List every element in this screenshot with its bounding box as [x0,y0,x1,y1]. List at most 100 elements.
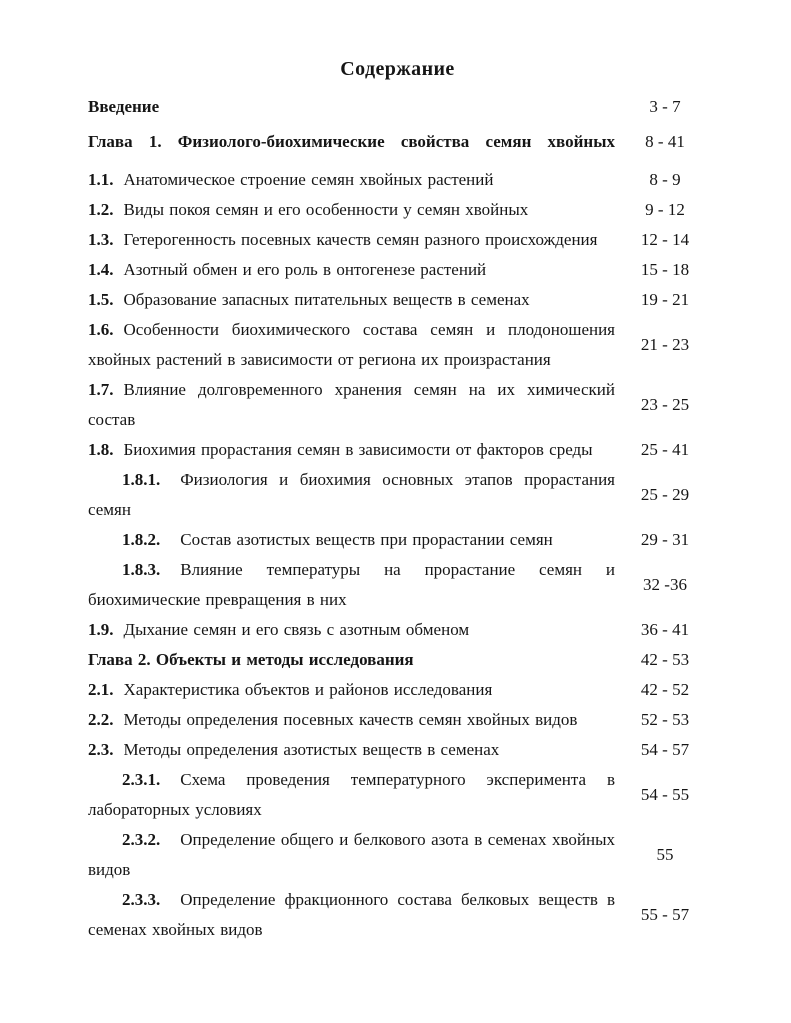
toc-entry-title: Введение [88,97,160,116]
toc-entry: 1.3. Гетерогенность посевных качеств семя… [88,225,707,255]
toc-entry-title: Характеристика объектов и районов исслед… [123,680,493,699]
toc-entry-number: 1.7. [88,380,114,399]
toc-entry: 2.3.3. Определение фракционного состава б… [88,885,707,945]
toc-entry-text: 1.2. Виды покоя семян и его особенности у… [88,195,623,225]
toc-entry-pages: 32 -36 [643,575,687,594]
toc-entry-text: 1.8.2. Состав азотистых веществ при прора… [88,525,623,555]
toc-entry-number: 1.9. [88,620,114,639]
toc-entry-number: 2.2. [88,710,114,729]
toc-entry-text: Введение [88,92,623,122]
toc-entry-text: 1.4. Азотный обмен и его роль в онтогенез… [88,255,623,285]
page-title: Содержание [340,58,455,80]
toc-entry-text: 1.8. Биохимия прорастания семян в зависим… [88,435,623,465]
toc-entry-pages: 55 - 57 [640,905,690,924]
toc-entry-text: 1.3. Гетерогенность посевных качеств семя… [88,225,623,255]
toc-entry-title: Методы определения азотистых веществ в с… [123,740,500,759]
toc-entry: 2.3. Методы определения азотистых веществ… [88,735,707,765]
toc-entry-text: 1.5. Образование запасных питательных вещ… [88,285,623,315]
toc-entry-title: Анатомическое строение семян хвойных рас… [123,170,494,189]
toc-entry-text: 1.8.1. Физиология и биохимия основных эта… [88,465,623,525]
toc-entry-title: Биохимия прорастания семян в зависимости… [123,440,593,459]
toc-entry-number: 1.8. [88,440,114,459]
toc-entry-title: Глава 2. Объекты и методы исследования [88,650,414,669]
toc-entry-text: 2.3.2. Определение общего и белкового азо… [88,825,623,885]
toc-entry-number: 2.3. [88,740,114,759]
toc-entry-pages: 9 - 12 [645,200,685,219]
toc-entry-text: 1.7. Влияние долговременного хранения сем… [88,375,623,435]
toc-entry-number: 2.3.2. [122,830,161,849]
toc-entry-text: 2.3.1. Схема проведения температурного эк… [88,765,623,825]
toc-entry-title: Азотный обмен и его роль в онтогенезе ра… [123,260,487,279]
toc-entry-number: 1.8.3. [122,560,161,579]
toc-entry: 1.8.1. Физиология и биохимия основных эта… [88,465,707,525]
toc-entry: 1.9. Дыхание семян и его связь с азотным … [88,615,707,645]
toc-entries: Введение 3 - 7 Глава 1. Физиолого-биохим… [88,92,707,945]
toc-entry-text: Глава 1. Физиолого-биохимические свойств… [88,127,623,157]
toc-entry: 1.2. Виды покоя семян и его особенности у… [88,195,707,225]
toc-entry-title: Особенности биохимического состава семян… [88,320,615,369]
toc-entry-number: 1.4. [88,260,114,279]
toc-entry-pages: 3 - 7 [649,97,681,116]
toc-entry-text: 2.3.3. Определение фракционного состава б… [88,885,623,945]
toc-entry-pages: 42 - 53 [640,650,690,669]
toc-entry-number: 1.8.1. [122,470,161,489]
toc-entry-pages: 42 - 52 [640,680,690,699]
toc-entry-number: 1.3. [88,230,114,249]
toc-entry: 1.4. Азотный обмен и его роль в онтогенез… [88,255,707,285]
toc-entry-pages: 15 - 18 [640,260,690,279]
toc-entry-text: 1.9. Дыхание семян и его связь с азотным … [88,615,623,645]
toc-entry-title: Методы определения посевных качеств семя… [123,710,578,729]
toc-entry: 2.1. Характеристика объектов и районов ис… [88,675,707,705]
toc-entry-text: 2.3. Методы определения азотистых веществ… [88,735,623,765]
toc-entry-text: 1.6. Особенности биохимического состава с… [88,315,623,375]
toc-entry-number: 2.1. [88,680,114,699]
toc-entry: 1.5. Образование запасных питательных вещ… [88,285,707,315]
toc-entry-pages: 8 - 9 [649,170,681,189]
toc-entry: 1.1. Анатомическое строение семян хвойных… [88,165,707,195]
toc-entry-pages: 12 - 14 [640,230,690,249]
toc-entry-title: Глава 1. Физиолого-биохимические свойств… [88,132,615,151]
toc-entry-pages: 25 - 29 [640,485,690,504]
toc-entry-title: Виды покоя семян и его особенности у сем… [123,200,529,219]
toc-entry-title: Образование запасных питательных веществ… [123,290,530,309]
toc-entry-number: 1.5. [88,290,114,309]
toc-entry-number: 1.1. [88,170,114,189]
toc-entry-title: Дыхание семян и его связь с азотным обме… [123,620,470,639]
toc-entry-title: Влияние долговременного хранения семян н… [88,380,615,429]
toc-entry: 2.2. Методы определения посевных качеств … [88,705,707,735]
toc-entry: Введение 3 - 7 [88,92,707,122]
toc-entry-number: 2.3.3. [122,890,161,909]
toc-entry: 2.3.1. Схема проведения температурного эк… [88,765,707,825]
toc-entry-number: 2.3.1. [122,770,161,789]
toc-entry-title: Физиология и биохимия основных этапов пр… [88,470,615,519]
toc-entry-pages: 54 - 55 [640,785,690,804]
toc-entry-title: Определение фракционного состава белковы… [88,890,615,939]
toc-entry-pages: 29 - 31 [640,530,690,549]
toc-entry: 1.7. Влияние долговременного хранения сем… [88,375,707,435]
toc-entry-text: 1.8.3. Влияние температуры на прорастание… [88,555,623,615]
toc-entry-pages: 8 - 41 [645,132,685,151]
toc-entry: 1.6. Особенности биохимического состава с… [88,315,707,375]
toc-entry-number: 1.6. [88,320,114,339]
toc-entry-pages: 21 - 23 [640,335,690,354]
toc-entry: 1.8.3. Влияние температуры на прорастание… [88,555,707,615]
toc-entry-text: 2.1. Характеристика объектов и районов ис… [88,675,623,705]
toc-entry-text: 1.1. Анатомическое строение семян хвойных… [88,165,623,195]
toc-entry-title: Определение общего и белкового азота в с… [88,830,615,879]
toc-entry-text: Глава 2. Объекты и методы исследования [88,645,623,675]
toc-entry: 1.8. Биохимия прорастания семян в зависим… [88,435,707,465]
toc-entry-pages: 52 - 53 [640,710,690,729]
toc-entry-text: 2.2. Методы определения посевных качеств … [88,705,623,735]
toc-entry-title: Влияние температуры на прорастание семян… [88,560,615,609]
toc-entry-pages: 36 - 41 [640,620,690,639]
toc-entry-number: 1.2. [88,200,114,219]
toc-entry-pages: 23 - 25 [640,395,690,414]
toc-entry: Глава 2. Объекты и методы исследования 4… [88,645,707,675]
toc-entry: 2.3.2. Определение общего и белкового азо… [88,825,707,885]
toc-entry-pages: 25 - 41 [640,440,690,459]
toc-entry-pages: 55 [656,845,674,864]
toc-entry-title: Схема проведения температурного эксперим… [88,770,615,819]
toc-entry-number: 1.8.2. [122,530,161,549]
toc-entry: Глава 1. Физиолого-биохимические свойств… [88,127,707,157]
